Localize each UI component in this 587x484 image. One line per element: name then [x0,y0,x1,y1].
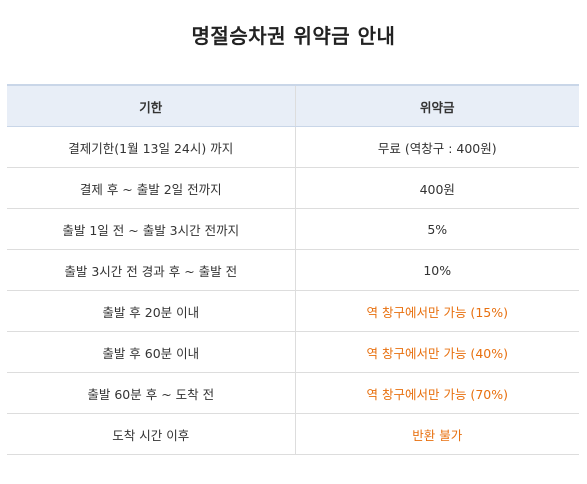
fee-cell-highlight: 역 창구에서만 가능 (40%) [294,331,579,373]
table-row: 출발 60분 후 ~ 도착 전 역 창구에서만 가능 (70%) [7,372,579,414]
table-row: 결제 후 ~ 출발 2일 전까지 400원 [7,167,579,209]
fee-cell: 5% [294,208,579,250]
period-cell: 도착 시간 이후 [7,413,295,455]
table-row: 결제기한(1월 13일 24시) 까지 무료 (역창구 : 400원) [7,126,579,168]
period-cell: 출발 후 60분 이내 [7,331,295,373]
period-cell: 출발 60분 후 ~ 도착 전 [7,372,295,414]
table-header-row: 기한 위약금 [7,84,579,127]
fee-cell-highlight: 반환 불가 [294,413,579,455]
fee-cell: 10% [294,249,579,291]
table-row: 도착 시간 이후 반환 불가 [7,413,579,455]
fee-cell: 400원 [294,167,579,209]
table-row: 출발 1일 전 ~ 출발 3시간 전까지 5% [7,208,579,250]
header-period: 기한 [7,84,295,127]
fee-cell-highlight: 역 창구에서만 가능 (70%) [294,372,579,414]
refund-fee-table: 기한 위약금 결제기한(1월 13일 24시) 까지 무료 (역창구 : 400… [7,84,579,455]
period-cell: 출발 3시간 전 경과 후 ~ 출발 전 [7,249,295,291]
period-cell: 출발 후 20분 이내 [7,290,295,332]
table-row: 출발 후 60분 이내 역 창구에서만 가능 (40%) [7,331,579,373]
period-cell: 결제 후 ~ 출발 2일 전까지 [7,167,295,209]
period-cell: 결제기한(1월 13일 24시) 까지 [7,126,295,168]
fee-cell: 무료 (역창구 : 400원) [294,126,579,168]
table-row: 출발 3시간 전 경과 후 ~ 출발 전 10% [7,249,579,291]
page-title: 명절승차권 위약금 안내 [191,24,396,48]
header-fee: 위약금 [294,84,579,127]
fee-cell-highlight: 역 창구에서만 가능 (15%) [294,290,579,332]
period-cell: 출발 1일 전 ~ 출발 3시간 전까지 [7,208,295,250]
table-row: 출발 후 20분 이내 역 창구에서만 가능 (15%) [7,290,579,332]
